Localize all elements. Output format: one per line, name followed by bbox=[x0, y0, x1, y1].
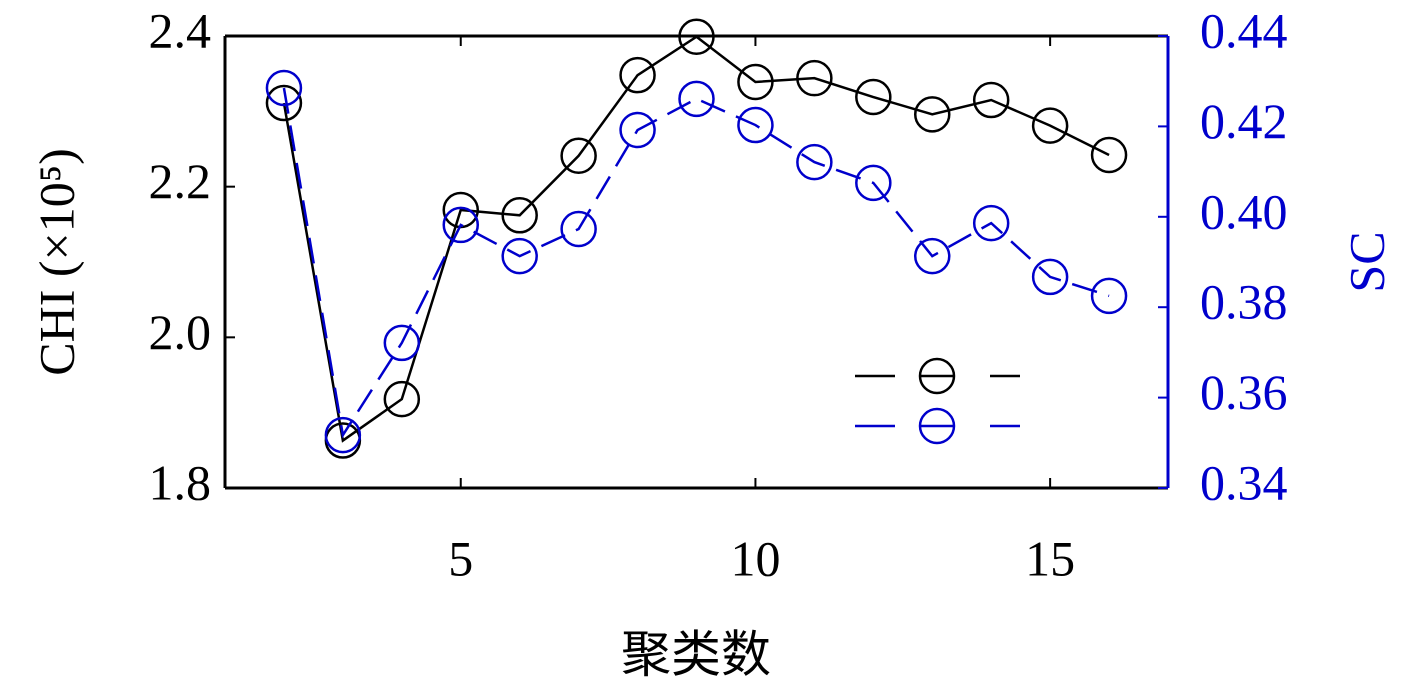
marker bbox=[855, 164, 892, 202]
x-tick-label: 15 bbox=[1025, 530, 1075, 586]
marker bbox=[619, 56, 656, 94]
y2-tick-label: 0.36 bbox=[1200, 364, 1288, 420]
marker bbox=[796, 59, 833, 97]
marker bbox=[737, 106, 774, 144]
marker bbox=[1090, 277, 1128, 315]
marker bbox=[855, 78, 892, 116]
marker bbox=[972, 81, 1010, 119]
marker bbox=[1090, 136, 1128, 174]
series-line bbox=[282, 35, 1110, 443]
series-line bbox=[282, 87, 1110, 439]
marker bbox=[560, 210, 597, 248]
x-axis-label: 聚类数 bbox=[621, 626, 771, 682]
marker bbox=[442, 206, 479, 244]
marker bbox=[265, 69, 303, 107]
marker bbox=[265, 84, 303, 122]
marker bbox=[619, 111, 656, 149]
y-tick-label: 1.8 bbox=[149, 454, 212, 510]
y2-tick-label: 0.34 bbox=[1200, 454, 1288, 510]
marker bbox=[737, 63, 774, 101]
x-tick-label: 5 bbox=[448, 530, 473, 586]
marker bbox=[1031, 107, 1069, 144]
marker bbox=[383, 380, 421, 418]
marker bbox=[914, 237, 951, 275]
y2-tick-label: 0.40 bbox=[1200, 183, 1288, 239]
marker bbox=[560, 137, 597, 175]
y2-tick-label: 0.44 bbox=[1200, 2, 1288, 58]
marker bbox=[796, 143, 833, 181]
y-axis-label: CHI (×10⁵) bbox=[28, 148, 84, 376]
y2-tick-label: 0.42 bbox=[1200, 93, 1288, 149]
marker bbox=[501, 237, 538, 275]
x-tick-label: 10 bbox=[730, 530, 780, 586]
marker bbox=[972, 204, 1010, 242]
y-tick-label: 2.0 bbox=[149, 304, 212, 360]
marker bbox=[324, 416, 362, 454]
marker bbox=[383, 324, 421, 362]
marker bbox=[678, 80, 715, 118]
marker bbox=[501, 197, 538, 234]
y2-axis-label: SC bbox=[1338, 231, 1394, 292]
y-tick-label: 2.2 bbox=[149, 153, 212, 209]
y-tick-label: 2.4 bbox=[149, 2, 212, 58]
marker bbox=[914, 96, 951, 133]
marker bbox=[1031, 258, 1069, 296]
marker bbox=[678, 18, 715, 56]
y2-tick-label: 0.38 bbox=[1200, 274, 1288, 330]
